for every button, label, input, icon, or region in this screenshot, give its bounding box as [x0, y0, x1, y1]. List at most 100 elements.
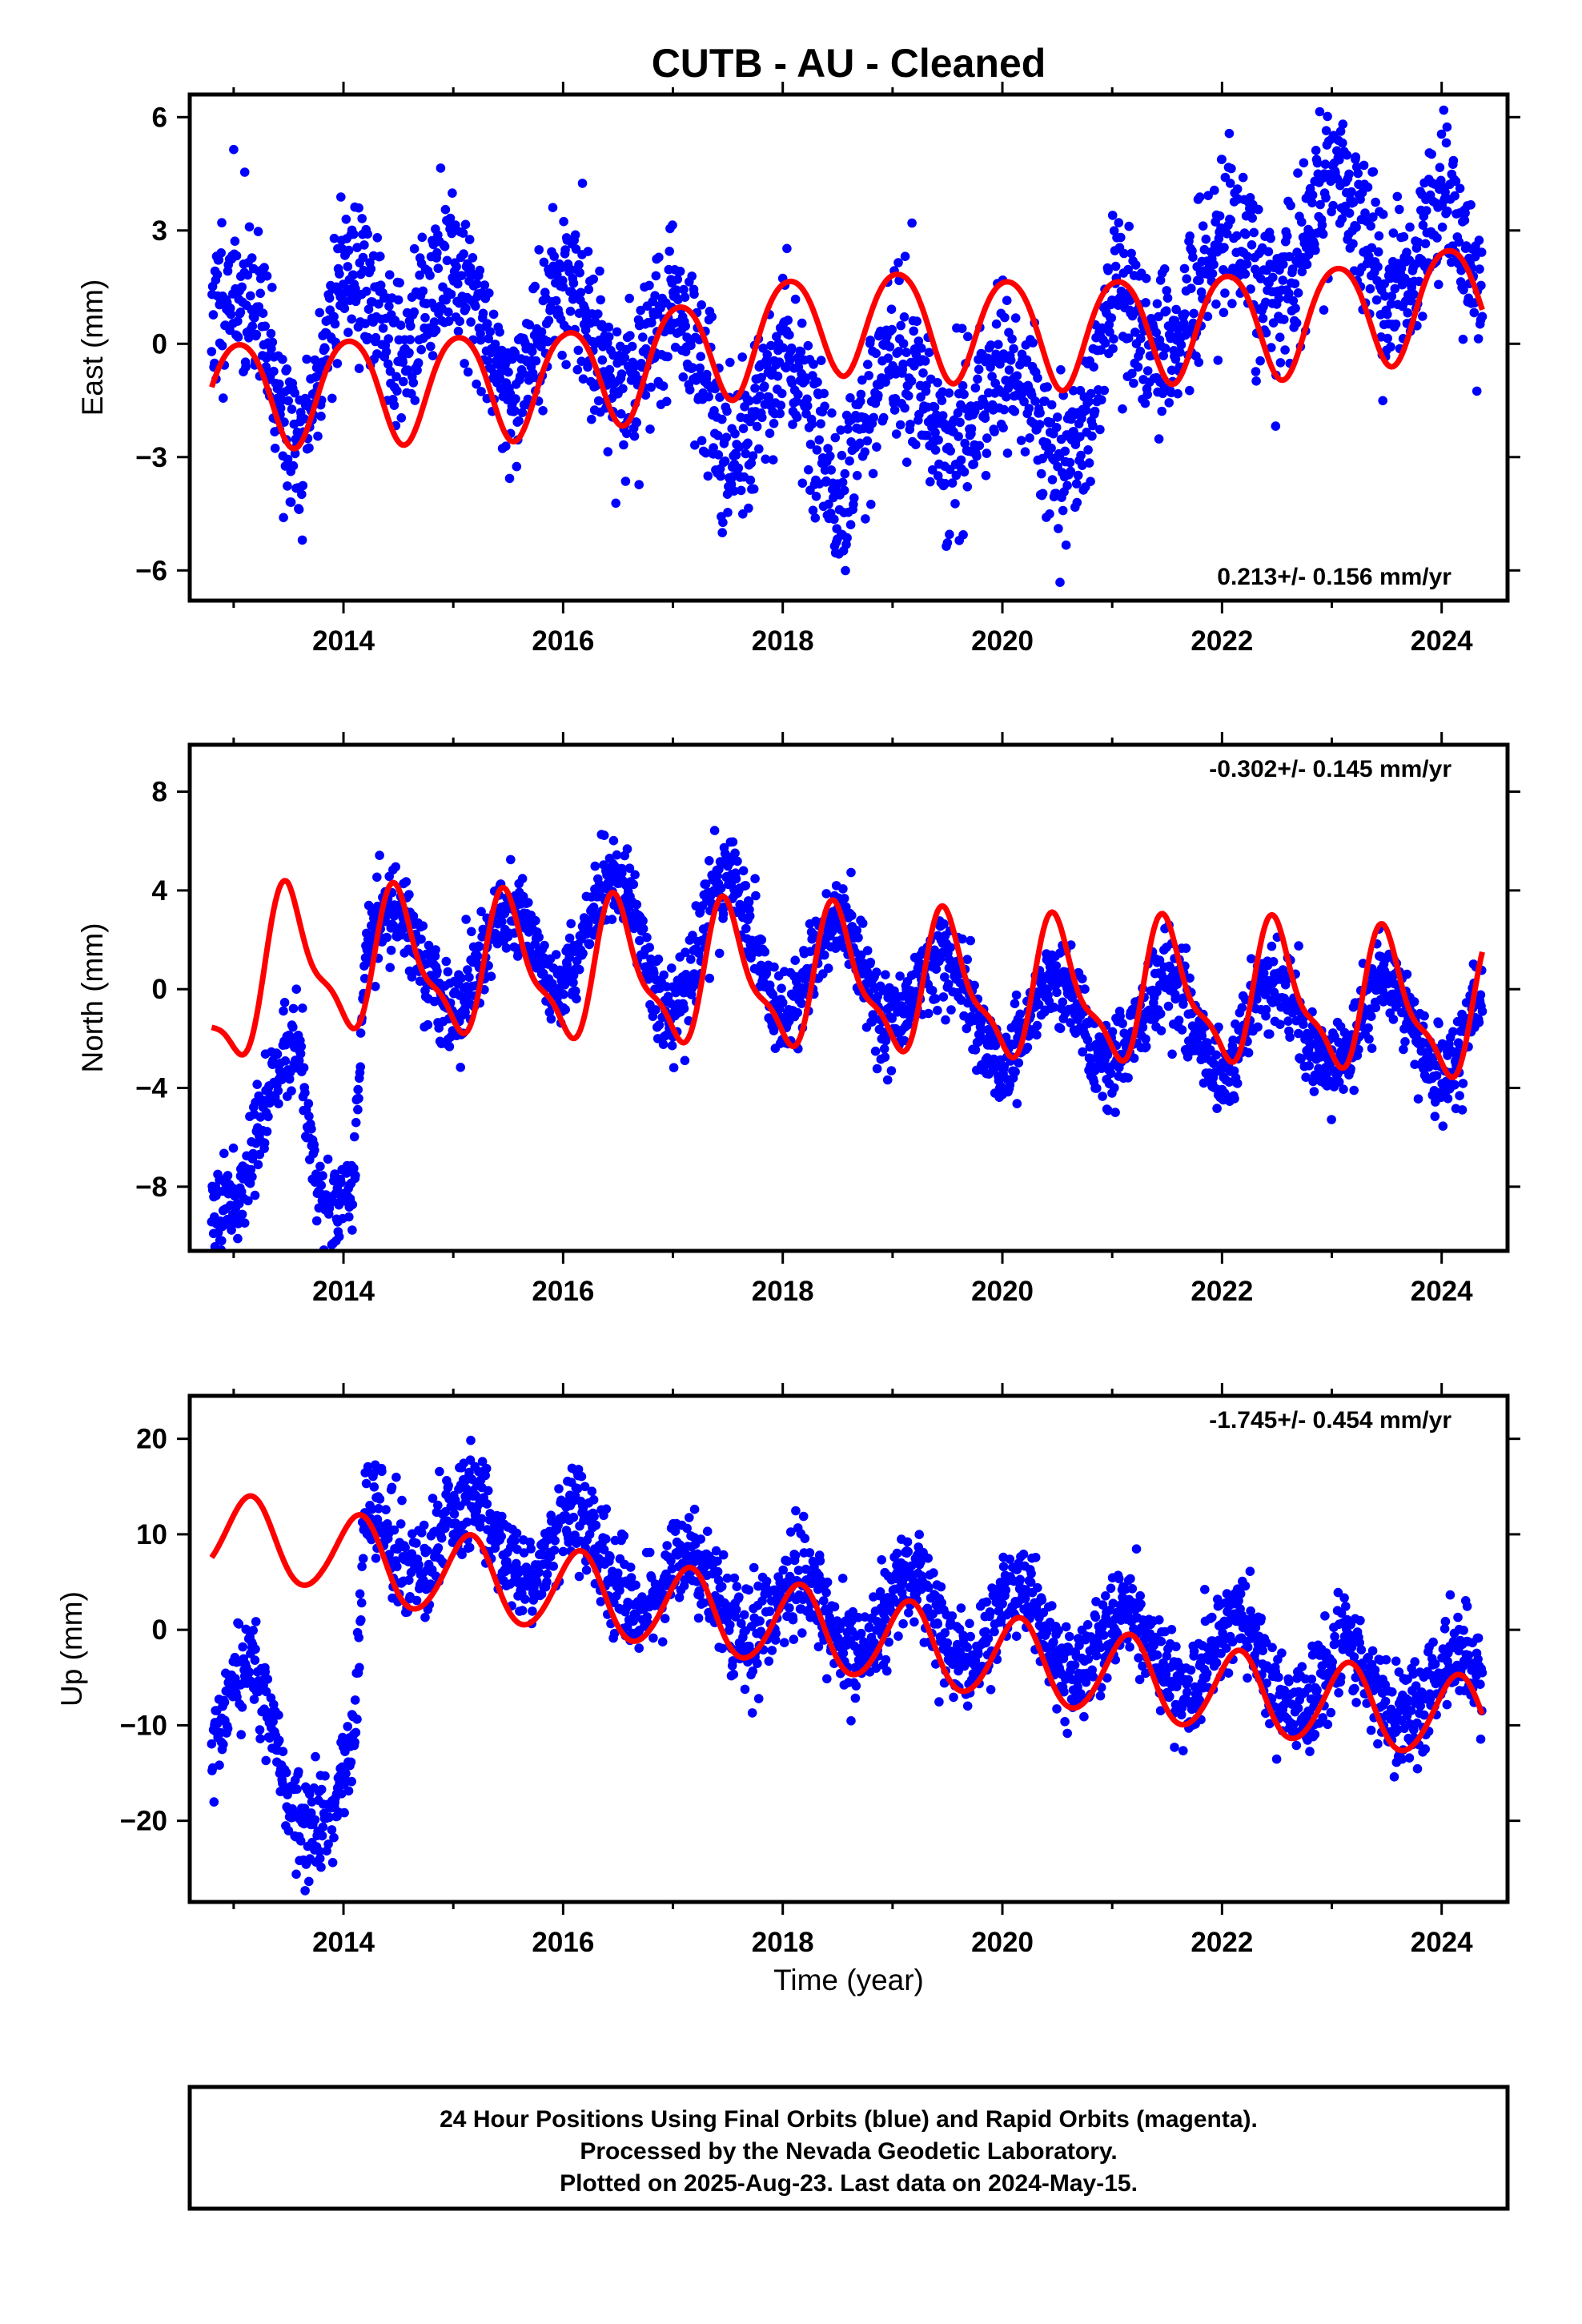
- east-point: [483, 356, 493, 366]
- east-point: [587, 414, 596, 424]
- east-point: [1348, 239, 1358, 249]
- east-point: [459, 249, 468, 259]
- north-point: [590, 861, 600, 871]
- east-point: [715, 392, 725, 402]
- east-point: [647, 318, 656, 328]
- up-point: [363, 1462, 373, 1472]
- east-point: [1279, 315, 1289, 324]
- north-point: [1327, 1115, 1336, 1124]
- east-point: [881, 377, 890, 387]
- east-point: [680, 292, 690, 303]
- east-point: [920, 356, 930, 366]
- up-point: [236, 1730, 247, 1739]
- east-point: [946, 446, 955, 456]
- north-point: [681, 947, 690, 957]
- north-point: [1283, 1016, 1293, 1026]
- north-point: [760, 947, 770, 957]
- east-point: [963, 332, 973, 342]
- east-x-tick-label: 2016: [532, 625, 594, 657]
- east-point: [384, 270, 395, 280]
- east-point: [973, 374, 982, 384]
- north-point: [1397, 1007, 1407, 1018]
- north-point: [962, 955, 972, 964]
- up-point: [316, 1862, 326, 1872]
- north-point: [857, 919, 868, 928]
- east-point: [485, 327, 495, 337]
- east-point: [738, 509, 748, 519]
- east-point: [796, 347, 806, 357]
- east-point: [912, 316, 921, 327]
- east-point: [1226, 215, 1235, 225]
- east-point: [1293, 288, 1303, 298]
- east-point: [1098, 324, 1107, 334]
- north-point: [1197, 1031, 1207, 1041]
- east-point: [743, 438, 753, 448]
- up-point: [343, 1722, 353, 1731]
- east-point: [1030, 396, 1040, 406]
- up-point: [299, 1819, 309, 1829]
- up-point: [231, 1674, 240, 1683]
- north-point: [741, 923, 751, 934]
- east-point: [1302, 259, 1312, 270]
- east-point: [837, 477, 848, 488]
- north-point: [227, 1225, 236, 1235]
- east-point: [1083, 445, 1093, 455]
- east-point: [741, 448, 751, 459]
- north-point: [718, 909, 729, 919]
- east-point: [640, 390, 651, 400]
- up-point: [255, 1734, 265, 1743]
- east-point: [267, 283, 277, 292]
- north-point: [1402, 969, 1412, 979]
- east-point: [1274, 293, 1284, 304]
- north-point: [745, 911, 755, 921]
- north-point: [371, 982, 380, 991]
- east-point: [1364, 251, 1374, 261]
- east-point: [868, 468, 878, 479]
- east-point: [755, 391, 765, 401]
- east-point: [1451, 176, 1461, 187]
- north-point: [277, 1072, 287, 1082]
- north-point: [1434, 1019, 1443, 1028]
- north-point: [757, 935, 767, 945]
- east-point: [444, 316, 454, 326]
- east-point: [1042, 382, 1052, 392]
- east-point: [1182, 324, 1193, 334]
- east-point: [1347, 187, 1356, 197]
- east-point: [1046, 443, 1056, 453]
- east-point: [944, 388, 954, 398]
- east-point: [1062, 480, 1072, 491]
- east-point: [1232, 231, 1242, 241]
- north-point: [252, 1080, 263, 1089]
- east-point: [1271, 421, 1281, 431]
- east-point: [510, 406, 520, 416]
- east-point: [1242, 259, 1252, 269]
- east-point: [958, 380, 968, 391]
- north-point: [588, 903, 599, 912]
- up-point: [337, 1789, 347, 1799]
- north-point: [1261, 1004, 1271, 1015]
- north-point: [1363, 1023, 1373, 1033]
- east-point: [341, 215, 351, 224]
- north-point: [416, 935, 426, 944]
- east-point: [336, 192, 346, 202]
- up-point: [341, 1768, 351, 1779]
- east-point: [1099, 385, 1110, 396]
- north-point: [939, 919, 949, 929]
- east-point: [785, 330, 794, 340]
- east-point: [904, 391, 913, 401]
- east-point: [873, 390, 883, 400]
- north-point: [622, 844, 632, 854]
- east-point: [1315, 107, 1325, 117]
- north-point: [1448, 1027, 1458, 1037]
- north-point: [517, 874, 528, 883]
- north-point: [1275, 1019, 1285, 1029]
- north-point: [1474, 1017, 1484, 1027]
- north-point: [777, 998, 788, 1007]
- east-point: [568, 278, 579, 288]
- east-y-tick-label: −3: [135, 442, 167, 473]
- east-point: [237, 282, 247, 292]
- north-point: [273, 1086, 283, 1096]
- east-point: [1268, 318, 1279, 328]
- east-point: [480, 280, 490, 290]
- north-point: [999, 1062, 1010, 1072]
